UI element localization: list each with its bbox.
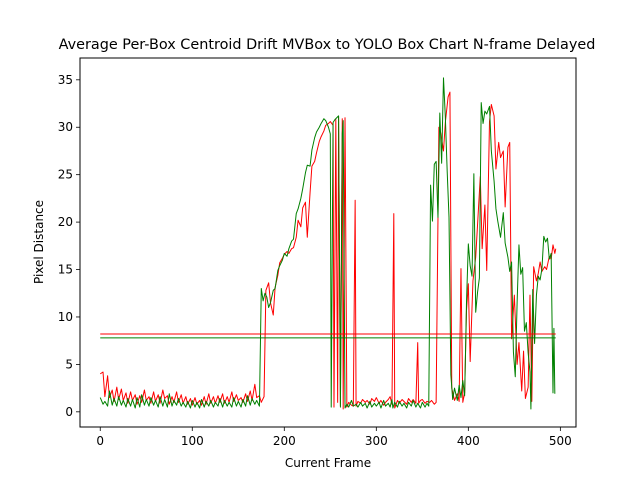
y-tick-label: 25 (58, 168, 73, 182)
y-tick-label: 20 (58, 215, 73, 229)
x-tick-label: 300 (365, 434, 388, 448)
x-tick-label: 200 (273, 434, 296, 448)
x-tick-label: 0 (96, 434, 104, 448)
y-tick-label: 30 (58, 120, 73, 134)
x-tick-label: 400 (457, 434, 480, 448)
series-line-1 (99, 77, 556, 410)
x-axis-label: Current Frame (285, 456, 371, 470)
x-tick-label: 100 (181, 434, 204, 448)
plot-area-frame (79, 57, 577, 428)
series-line-0 (99, 91, 557, 410)
y-axis-ticks: 0 5 10 15 20 25 30 35 (58, 73, 80, 419)
x-tick-label: 500 (549, 434, 572, 448)
y-tick-label: 0 (65, 405, 73, 419)
chart-title: Average Per-Box Centroid Drift MVBox to … (59, 37, 596, 53)
plot-series-group (99, 77, 557, 410)
y-tick-label: 15 (58, 263, 73, 277)
y-axis-label: Pixel Distance (32, 200, 46, 284)
y-tick-label: 35 (58, 73, 73, 87)
y-tick-label: 5 (65, 357, 73, 371)
x-axis-ticks: 0 100 200 300 400 500 (96, 427, 572, 448)
y-tick-label: 10 (58, 310, 73, 324)
